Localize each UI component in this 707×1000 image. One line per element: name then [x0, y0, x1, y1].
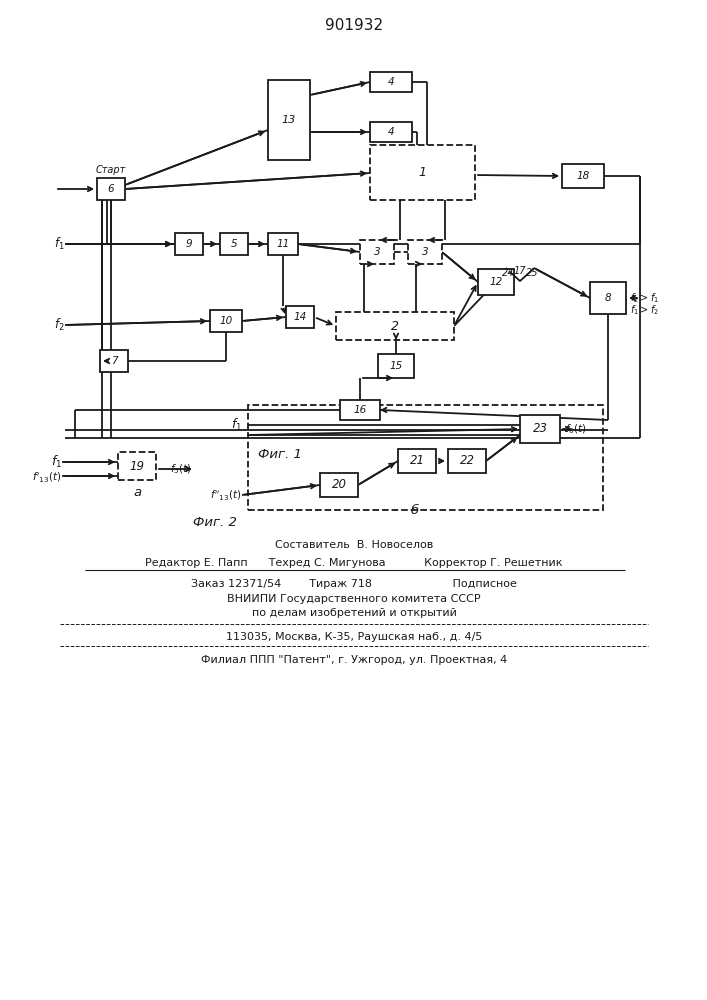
FancyBboxPatch shape	[320, 473, 358, 497]
Text: 24: 24	[502, 268, 514, 278]
Text: $f_2$: $f_2$	[54, 317, 65, 333]
Text: 6: 6	[107, 184, 115, 194]
FancyBboxPatch shape	[478, 269, 514, 295]
Text: $f'_{13}(t)$: $f'_{13}(t)$	[33, 470, 62, 484]
Text: ВНИИПИ Государственного комитета СССР: ВНИИПИ Государственного комитета СССР	[227, 594, 481, 604]
Text: 23: 23	[532, 422, 547, 436]
Text: Фиг. 2: Фиг. 2	[193, 516, 237, 530]
Text: 901932: 901932	[325, 17, 383, 32]
Text: 17: 17	[514, 266, 526, 276]
Text: по делам изобретений и открытий: по делам изобретений и открытий	[252, 608, 457, 618]
Text: $f_1$: $f_1$	[54, 236, 65, 252]
FancyBboxPatch shape	[268, 80, 310, 160]
Text: б: б	[411, 504, 419, 518]
FancyBboxPatch shape	[100, 350, 128, 372]
FancyBboxPatch shape	[370, 145, 475, 200]
Text: a: a	[134, 487, 142, 499]
Text: 7: 7	[111, 356, 117, 366]
FancyBboxPatch shape	[286, 306, 314, 328]
Text: Редактор Е. Папп      Техред С. Мигунова           Корректор Г. Решетник: Редактор Е. Папп Техред С. Мигунова Корр…	[145, 558, 563, 568]
Text: 11: 11	[276, 239, 290, 249]
Text: $f_1{>}f_2$: $f_1{>}f_2$	[630, 303, 659, 317]
Text: 12: 12	[489, 277, 503, 287]
Text: 5: 5	[230, 239, 238, 249]
Text: 20: 20	[332, 479, 346, 491]
Text: 3: 3	[421, 247, 428, 257]
FancyBboxPatch shape	[562, 164, 604, 188]
Text: 13: 13	[282, 115, 296, 125]
FancyBboxPatch shape	[118, 452, 156, 480]
Text: 113035, Москва, К-35, Раушская наб., д. 4/5: 113035, Москва, К-35, Раушская наб., д. …	[226, 632, 482, 642]
FancyBboxPatch shape	[360, 240, 394, 264]
Text: $f_2{>}f_1$: $f_2{>}f_1$	[630, 291, 659, 305]
Text: 19: 19	[129, 460, 144, 473]
FancyBboxPatch shape	[220, 233, 248, 255]
FancyBboxPatch shape	[378, 354, 414, 378]
Text: 16: 16	[354, 405, 367, 415]
Text: Старт: Старт	[96, 165, 126, 175]
Text: 18: 18	[576, 171, 590, 181]
Text: Фиг. 1: Фиг. 1	[258, 448, 302, 462]
Text: $f_1$: $f_1$	[51, 454, 62, 470]
FancyBboxPatch shape	[268, 233, 298, 255]
FancyBboxPatch shape	[97, 178, 125, 200]
FancyBboxPatch shape	[370, 72, 412, 92]
Text: 4: 4	[387, 77, 395, 87]
Text: $f_5(t)$: $f_5(t)$	[170, 462, 192, 476]
FancyBboxPatch shape	[398, 449, 436, 473]
FancyBboxPatch shape	[340, 400, 380, 420]
Text: 2: 2	[391, 320, 399, 332]
FancyBboxPatch shape	[520, 415, 560, 443]
Text: 8: 8	[604, 293, 612, 303]
Text: 4: 4	[387, 127, 395, 137]
Text: 10: 10	[219, 316, 233, 326]
FancyBboxPatch shape	[448, 449, 486, 473]
FancyBboxPatch shape	[336, 312, 454, 340]
Text: $f_6(t)$: $f_6(t)$	[565, 422, 587, 436]
Text: 15: 15	[390, 361, 402, 371]
Text: Филиал ППП "Патент", г. Ужгород, ул. Проектная, 4: Филиал ППП "Патент", г. Ужгород, ул. Про…	[201, 655, 507, 665]
Text: 1: 1	[419, 166, 426, 179]
Text: Составитель  В. Новоселов: Составитель В. Новоселов	[275, 540, 433, 550]
FancyBboxPatch shape	[408, 240, 442, 264]
Text: Заказ 12371/54        Тираж 718                       Подписное: Заказ 12371/54 Тираж 718 Подписное	[191, 579, 517, 589]
Text: 21: 21	[409, 454, 424, 468]
FancyBboxPatch shape	[370, 122, 412, 142]
Text: 14: 14	[293, 312, 307, 322]
Text: 25: 25	[526, 268, 538, 278]
Text: 9: 9	[186, 239, 192, 249]
Text: $f_1$: $f_1$	[231, 417, 242, 433]
FancyBboxPatch shape	[210, 310, 242, 332]
FancyBboxPatch shape	[590, 282, 626, 314]
Text: 3: 3	[374, 247, 380, 257]
FancyBboxPatch shape	[248, 405, 603, 510]
Text: 22: 22	[460, 454, 474, 468]
FancyBboxPatch shape	[175, 233, 203, 255]
Text: $f''_{13}(t)$: $f''_{13}(t)$	[211, 488, 242, 502]
